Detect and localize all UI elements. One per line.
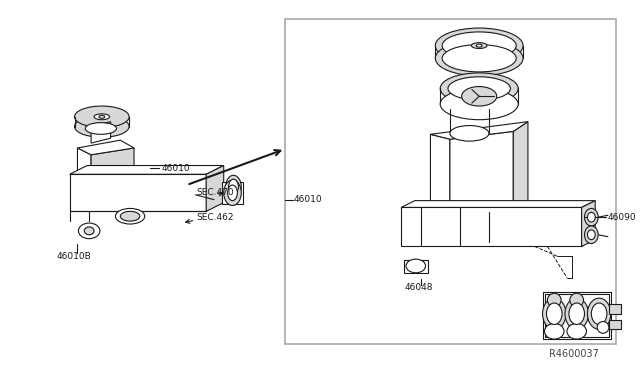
Bar	[543, 292, 611, 339]
Ellipse shape	[74, 116, 129, 137]
Ellipse shape	[435, 28, 523, 63]
Ellipse shape	[79, 223, 100, 239]
Text: SEC.470: SEC.470	[196, 188, 234, 197]
Polygon shape	[70, 166, 224, 174]
Polygon shape	[221, 182, 243, 203]
Ellipse shape	[448, 77, 510, 100]
Text: 46010: 46010	[294, 195, 323, 204]
Ellipse shape	[461, 87, 497, 106]
Ellipse shape	[588, 212, 595, 222]
Bar	[401, 208, 582, 247]
Ellipse shape	[543, 298, 566, 329]
Ellipse shape	[440, 89, 518, 120]
Ellipse shape	[115, 208, 145, 224]
Ellipse shape	[570, 293, 584, 307]
Ellipse shape	[472, 43, 487, 48]
Ellipse shape	[440, 73, 518, 104]
Ellipse shape	[565, 298, 588, 329]
Text: 46010: 46010	[161, 164, 190, 173]
Polygon shape	[77, 187, 134, 201]
Polygon shape	[77, 140, 134, 155]
Polygon shape	[91, 122, 111, 143]
Ellipse shape	[591, 303, 607, 324]
Ellipse shape	[476, 44, 482, 47]
Ellipse shape	[228, 185, 237, 201]
Polygon shape	[206, 166, 224, 211]
Bar	[285, 19, 616, 344]
Ellipse shape	[588, 230, 595, 240]
Bar	[609, 320, 621, 329]
Ellipse shape	[597, 321, 609, 333]
Ellipse shape	[84, 227, 94, 235]
Polygon shape	[431, 122, 528, 139]
Text: R4600037: R4600037	[549, 349, 599, 359]
Ellipse shape	[120, 211, 140, 221]
Ellipse shape	[450, 125, 489, 141]
Ellipse shape	[94, 114, 109, 120]
Polygon shape	[513, 122, 528, 214]
Ellipse shape	[406, 259, 426, 273]
Polygon shape	[582, 201, 595, 247]
Ellipse shape	[74, 106, 129, 128]
Ellipse shape	[226, 175, 241, 199]
Polygon shape	[404, 260, 428, 273]
Ellipse shape	[435, 41, 523, 76]
Ellipse shape	[567, 324, 586, 339]
Ellipse shape	[569, 303, 584, 324]
Text: SEC.462: SEC.462	[196, 213, 234, 222]
Ellipse shape	[99, 115, 105, 118]
Polygon shape	[91, 148, 134, 201]
Ellipse shape	[85, 123, 116, 134]
Text: 46048: 46048	[404, 283, 433, 292]
Ellipse shape	[547, 293, 561, 307]
Ellipse shape	[584, 226, 598, 244]
Ellipse shape	[442, 45, 516, 72]
Ellipse shape	[588, 298, 611, 329]
Polygon shape	[431, 134, 450, 219]
Ellipse shape	[224, 180, 241, 205]
Ellipse shape	[545, 324, 564, 339]
Ellipse shape	[228, 179, 238, 195]
Ellipse shape	[547, 303, 562, 324]
Polygon shape	[70, 174, 206, 211]
Bar	[609, 304, 621, 314]
Bar	[545, 294, 609, 337]
Polygon shape	[450, 131, 513, 219]
Polygon shape	[77, 148, 91, 201]
Text: 46090: 46090	[608, 213, 637, 222]
Ellipse shape	[584, 208, 598, 226]
Polygon shape	[401, 201, 595, 208]
Text: 46010B: 46010B	[57, 252, 92, 261]
Ellipse shape	[442, 32, 516, 59]
